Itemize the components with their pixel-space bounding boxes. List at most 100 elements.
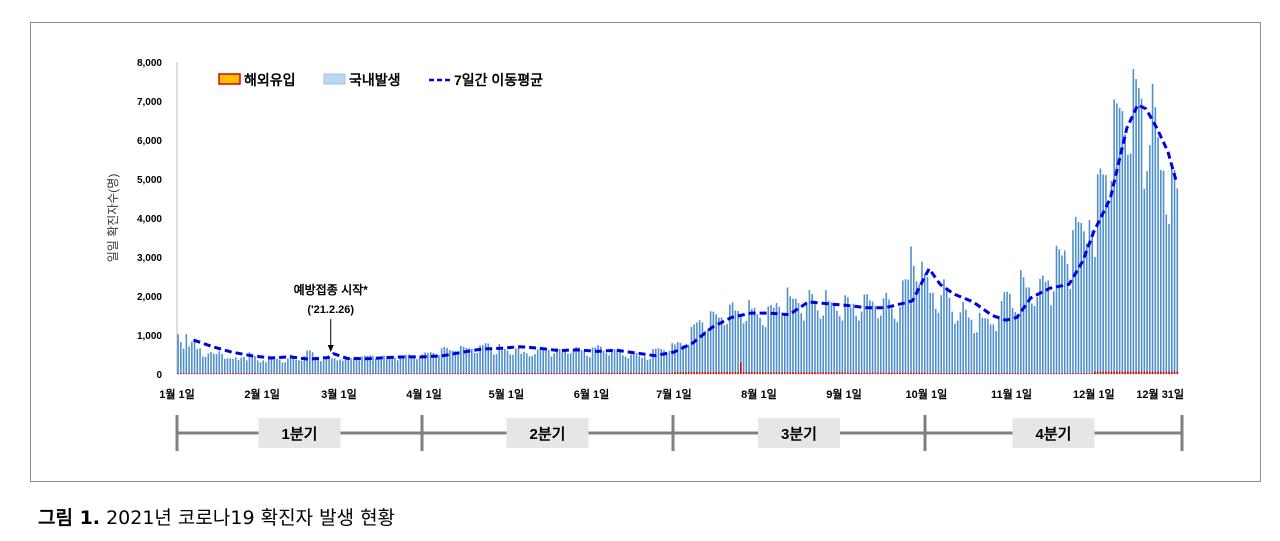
bar-domestic	[921, 261, 923, 374]
bar-domestic	[1009, 293, 1011, 374]
bar-imported	[276, 373, 278, 374]
bar-imported	[973, 373, 975, 374]
bar-domestic	[951, 311, 953, 374]
bar-imported	[940, 373, 943, 374]
bar-imported	[221, 373, 223, 374]
bar-imported	[355, 373, 358, 374]
bar-domestic	[391, 356, 394, 374]
bar-domestic	[772, 307, 775, 374]
bar-domestic	[849, 307, 852, 374]
bar-domestic	[591, 347, 594, 374]
bar-imported	[838, 372, 841, 374]
bar-imported	[783, 372, 786, 374]
bar-domestic	[388, 356, 391, 374]
bar-domestic	[816, 310, 819, 374]
bar-imported	[1110, 371, 1113, 374]
bar-domestic	[314, 356, 317, 374]
bar-domestic	[471, 348, 473, 374]
bar-domestic	[558, 349, 561, 374]
bar-domestic	[792, 298, 794, 374]
bar-domestic	[344, 356, 347, 374]
bar-imported	[278, 373, 281, 374]
bar-domestic	[218, 351, 221, 374]
bar-domestic	[1050, 305, 1052, 374]
bar-imported	[611, 372, 613, 374]
bar-domestic	[276, 358, 278, 374]
bar-domestic	[621, 355, 624, 374]
bar-imported	[726, 372, 728, 374]
bar-domestic	[394, 357, 396, 374]
bar-domestic	[731, 302, 734, 374]
bar-domestic	[836, 310, 838, 374]
bar-domestic	[1088, 219, 1091, 374]
bar-domestic	[992, 324, 995, 374]
bar-domestic	[396, 360, 399, 374]
bar-domestic	[451, 350, 454, 374]
bar-imported	[394, 373, 396, 374]
bar-domestic	[347, 357, 350, 374]
bar-domestic	[687, 344, 690, 374]
bar-imported	[363, 373, 366, 374]
bar-imported	[531, 373, 534, 374]
bar-imported	[682, 372, 684, 374]
bar-domestic	[745, 320, 748, 374]
bar-imported	[243, 373, 245, 374]
y-tick-label: 5,000	[137, 175, 162, 186]
bar-domestic	[984, 318, 986, 374]
bar-domestic	[534, 354, 536, 374]
bar-domestic	[1058, 249, 1061, 374]
bar-imported	[1113, 371, 1115, 374]
bar-domestic	[679, 342, 682, 374]
bar-domestic	[333, 358, 336, 374]
bar-domestic	[641, 358, 643, 374]
bar-domestic	[210, 352, 212, 374]
bar-imported	[413, 373, 415, 374]
bar-imported	[819, 372, 822, 374]
bar-imported	[352, 373, 355, 374]
bar-imported	[366, 373, 369, 374]
bar-domestic	[1105, 175, 1107, 374]
bar-domestic	[1118, 108, 1121, 375]
bar-domestic	[627, 358, 630, 374]
bar-domestic	[630, 354, 632, 374]
bar-domestic	[789, 296, 792, 374]
bar-imported	[888, 372, 890, 374]
bar-imported	[1069, 373, 1072, 374]
bar-domestic	[704, 331, 706, 374]
bar-imported	[685, 372, 687, 374]
bar-domestic	[1017, 315, 1019, 374]
bar-domestic	[350, 358, 352, 374]
bar-imported	[841, 372, 844, 374]
bar-imported	[1036, 373, 1039, 374]
bar-domestic	[943, 279, 945, 374]
bar-imported	[794, 372, 797, 374]
caption-text: 2021년 코로나19 확진자 발생 현황	[106, 507, 396, 529]
y-axis-label: 일일 확진자수(명)	[106, 174, 120, 263]
bar-imported	[256, 373, 259, 374]
bar-imported	[210, 373, 212, 374]
bar-imported	[594, 372, 597, 374]
bar-imported	[630, 372, 632, 374]
bar-domestic	[1069, 288, 1072, 374]
bar-imported	[1124, 371, 1126, 374]
bar-imported	[300, 373, 303, 374]
bar-domestic	[589, 357, 591, 374]
bar-domestic	[929, 292, 932, 374]
bar-domestic	[556, 348, 558, 374]
bar-imported	[707, 372, 709, 374]
bar-imported	[1094, 371, 1096, 374]
bar-imported	[1138, 371, 1140, 374]
bar-domestic	[405, 354, 407, 374]
bar-imported	[668, 372, 671, 374]
bar-imported	[624, 372, 627, 374]
bar-domestic	[729, 304, 731, 374]
bar-domestic	[608, 355, 610, 374]
bar-imported	[1030, 373, 1033, 374]
bar-domestic	[1047, 280, 1050, 374]
bar-domestic	[366, 356, 369, 374]
bar-imported	[1157, 371, 1159, 374]
bar-imported	[737, 372, 739, 374]
bar-domestic	[926, 276, 929, 374]
bar-domestic	[377, 359, 380, 374]
bar-imported	[471, 373, 473, 374]
